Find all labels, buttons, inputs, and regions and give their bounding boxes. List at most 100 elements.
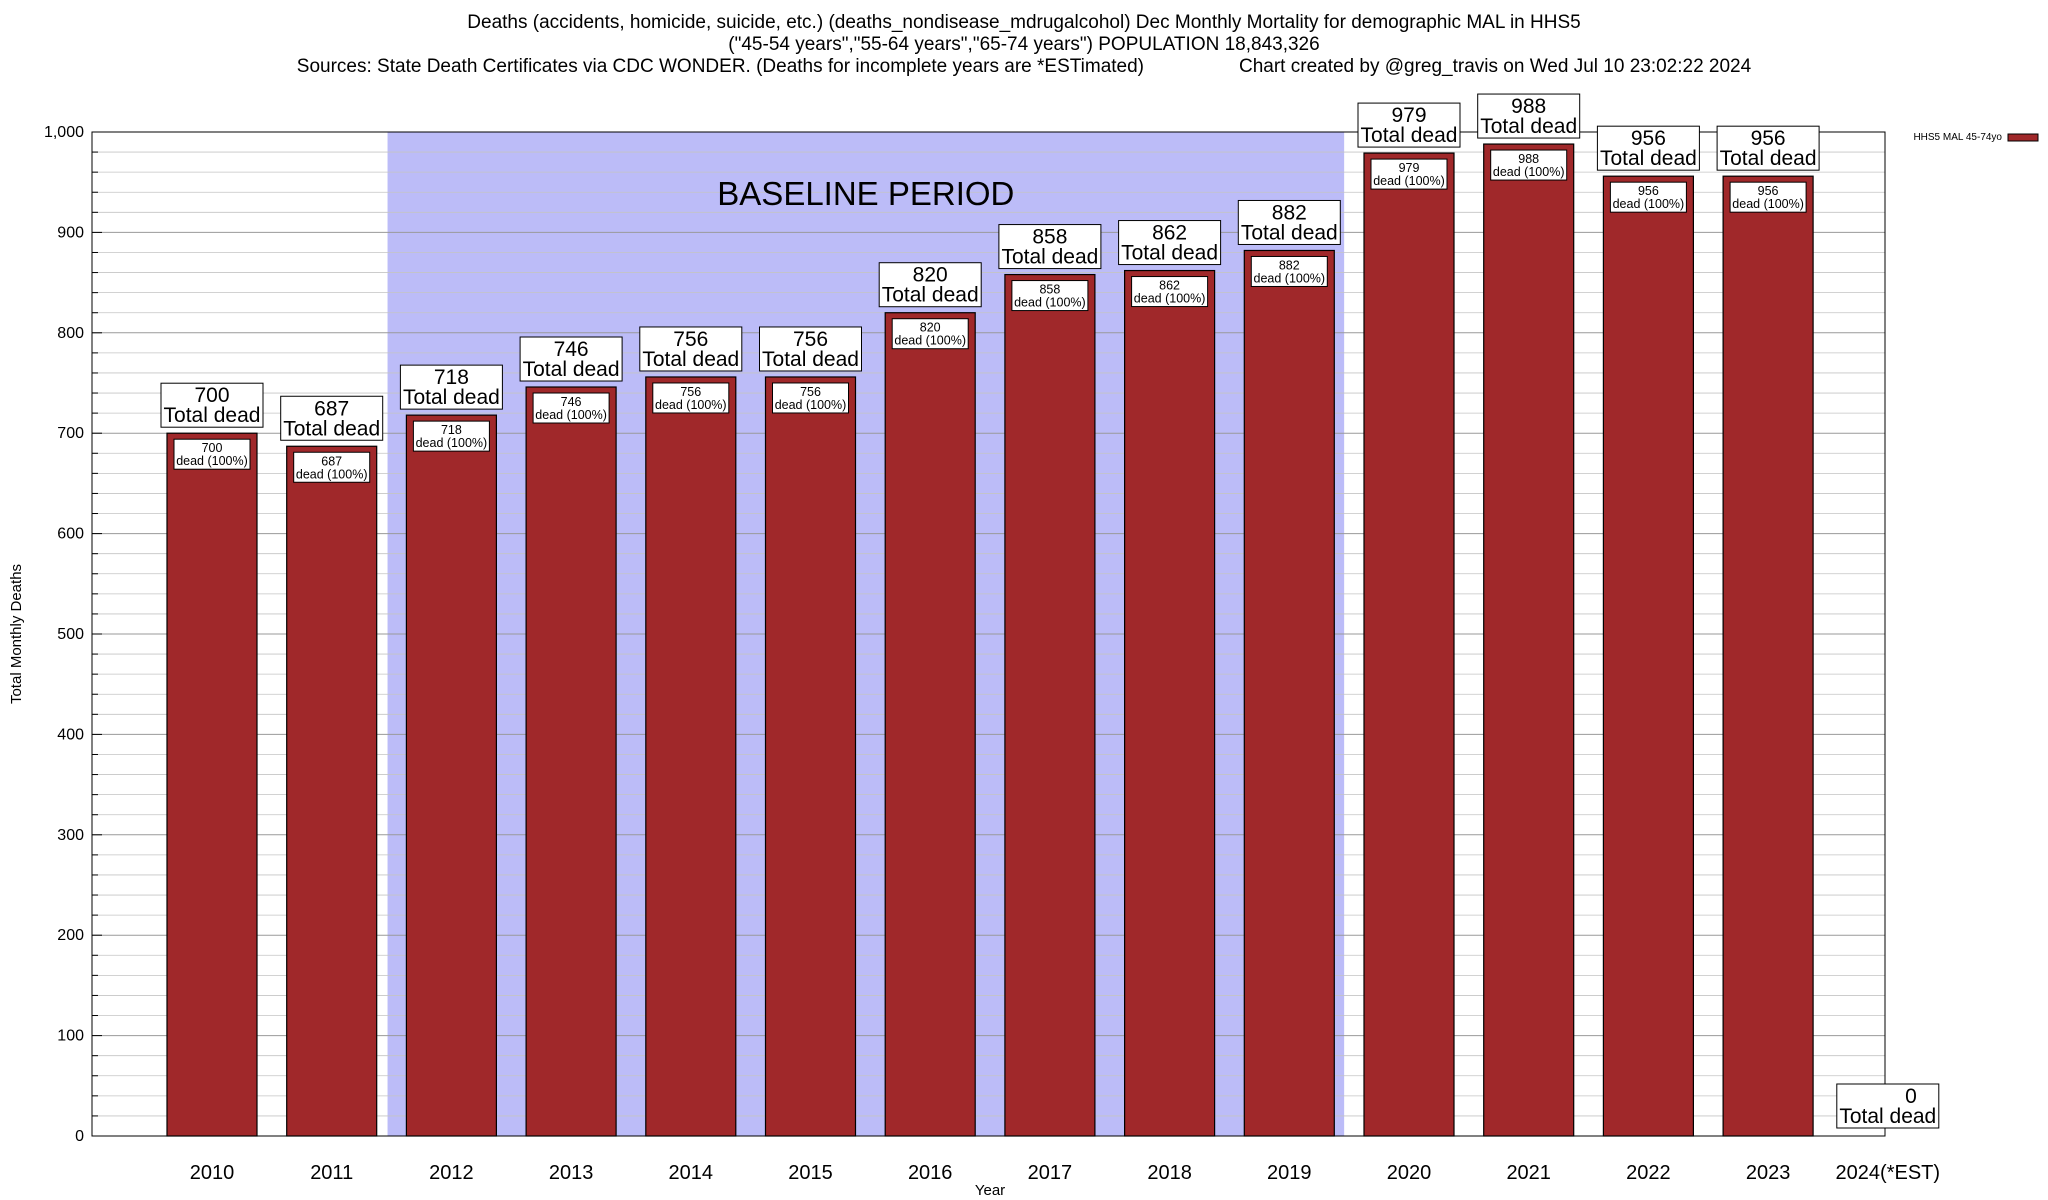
bar (286, 445, 378, 1137)
inner-label-box (891, 318, 969, 350)
inner-label-text: dead (100%) (775, 398, 847, 412)
total-label-box (1716, 125, 1820, 171)
x-tick-label: 2010 (190, 1162, 235, 1184)
inner-label-text: dead (100%) (296, 467, 368, 481)
inner-label-text: dead (100%) (535, 408, 607, 422)
inner-label-box (1250, 255, 1328, 287)
total-label-text: Total dead (1480, 115, 1577, 138)
x-tick-label: 2014 (669, 1162, 714, 1184)
total-label-text: Total dead (882, 284, 979, 307)
bar (1363, 152, 1455, 1137)
inner-label-box (532, 392, 610, 424)
total-label-box (639, 326, 743, 372)
legend-entry-label: HHS5 MAL 45-74yo (1913, 132, 2002, 143)
inner-label-value: 746 (561, 395, 582, 409)
inner-label-text: dead (100%) (1014, 296, 1086, 310)
inner-label-box (772, 382, 849, 414)
inner-label-text: dead (100%) (1613, 197, 1685, 211)
total-label-box (998, 224, 1102, 270)
bar (1004, 273, 1096, 1137)
bar (1602, 175, 1695, 1137)
inner-label-text: dead (100%) (1373, 174, 1445, 188)
inner-label-box (1609, 181, 1687, 213)
inner-label-box (293, 451, 371, 483)
x-tick-label: 2022 (1626, 1162, 1671, 1184)
total-label-text: Total dead (1121, 242, 1218, 265)
y-tick-label: 1,000 (44, 124, 84, 141)
bar (1483, 143, 1575, 1137)
total-label-box (1477, 93, 1581, 139)
inner-label-value: 979 (1399, 161, 1420, 175)
x-tick-label: 2017 (1028, 1162, 1073, 1184)
chart-header: Deaths (accidents, homicide, suicide, et… (0, 12, 2048, 78)
bar (884, 312, 976, 1137)
total-label-text: Total dead (283, 417, 380, 440)
total-label-value: 756 (793, 328, 828, 351)
total-label-value: 956 (1631, 127, 1666, 150)
inner-label-value: 820 (920, 321, 941, 335)
baseline-period-label: BASELINE PERIOD (717, 175, 1014, 212)
x-axis-label: Year (975, 1182, 1005, 1199)
inner-label-text: dead (100%) (1134, 292, 1206, 306)
x-tick-label: 2023 (1746, 1162, 1791, 1184)
total-label-box (1357, 102, 1461, 148)
total-label-value: 700 (194, 384, 229, 407)
inner-label-value: 700 (202, 441, 223, 455)
inner-label-value: 988 (1518, 152, 1539, 166)
inner-label-box (1370, 158, 1448, 190)
total-label-text: Total dead (403, 386, 500, 409)
x-tick-label: 2013 (549, 1162, 594, 1184)
total-label-text: Total dead (1361, 124, 1458, 147)
inner-label-text: dead (100%) (416, 436, 488, 450)
total-label-text: Total dead (642, 348, 739, 371)
total-label-value: 858 (1032, 226, 1067, 249)
inner-label-value: 858 (1039, 283, 1060, 297)
inner-label-value: 882 (1279, 258, 1300, 272)
inner-label-value: 862 (1159, 279, 1180, 293)
x-tick-label: 2020 (1387, 1162, 1432, 1184)
total-label-value: 862 (1152, 222, 1187, 245)
y-tick-label: 400 (57, 726, 84, 743)
y-tick-label: 200 (57, 927, 84, 944)
bar (166, 432, 258, 1137)
inner-label-value: 956 (1758, 184, 1779, 198)
y-tick-label: 800 (57, 325, 84, 342)
total-label-value: 746 (554, 338, 589, 361)
x-tick-label: 2024(*EST) (1836, 1162, 1941, 1184)
total-label-value: 956 (1751, 127, 1786, 150)
inner-label-box (1131, 276, 1209, 308)
chart-subtitle: ("45-54 years","55-64 years","65-74 year… (728, 34, 1320, 55)
inner-label-value: 756 (800, 385, 821, 399)
total-label-box (878, 262, 982, 308)
inner-label-value: 956 (1638, 184, 1659, 198)
inner-label-box (1729, 181, 1807, 213)
y-tick-label: 700 (57, 425, 84, 442)
total-label-box (1237, 199, 1341, 245)
total-label-value: 988 (1511, 95, 1546, 118)
total-label-text: Total dead (1001, 246, 1098, 269)
total-label-box (160, 382, 264, 428)
total-label-box (759, 326, 862, 372)
inner-label-box (1011, 280, 1089, 312)
inner-label-text: dead (100%) (1254, 271, 1326, 285)
x-tick-label: 2011 (310, 1162, 353, 1184)
x-tick-label: 2018 (1147, 1162, 1192, 1184)
y-tick-label: 0 (75, 1128, 84, 1145)
legend-swatch (2007, 133, 2039, 142)
total-label-text: Total dead (1839, 1105, 1936, 1128)
credit-text: Chart created by @greg_travis on Wed Jul… (1239, 56, 1752, 77)
chart-sources-line: Sources: State Death Certificates via CD… (0, 56, 2048, 78)
inner-label-value: 718 (441, 423, 462, 437)
inner-label-text: dead (100%) (176, 454, 248, 468)
total-label-text: Total dead (164, 404, 261, 427)
bar (1722, 175, 1814, 1137)
inner-label-text: dead (100%) (1493, 165, 1565, 179)
inner-label-text: dead (100%) (1732, 197, 1804, 211)
inner-label-box (1490, 149, 1568, 181)
total-label-value: 687 (314, 397, 349, 420)
sources-text: Sources: State Death Certificates via CD… (296, 56, 1144, 77)
total-label-text: Total dead (1720, 147, 1817, 170)
total-label-box (1596, 125, 1700, 171)
bar (645, 376, 737, 1137)
